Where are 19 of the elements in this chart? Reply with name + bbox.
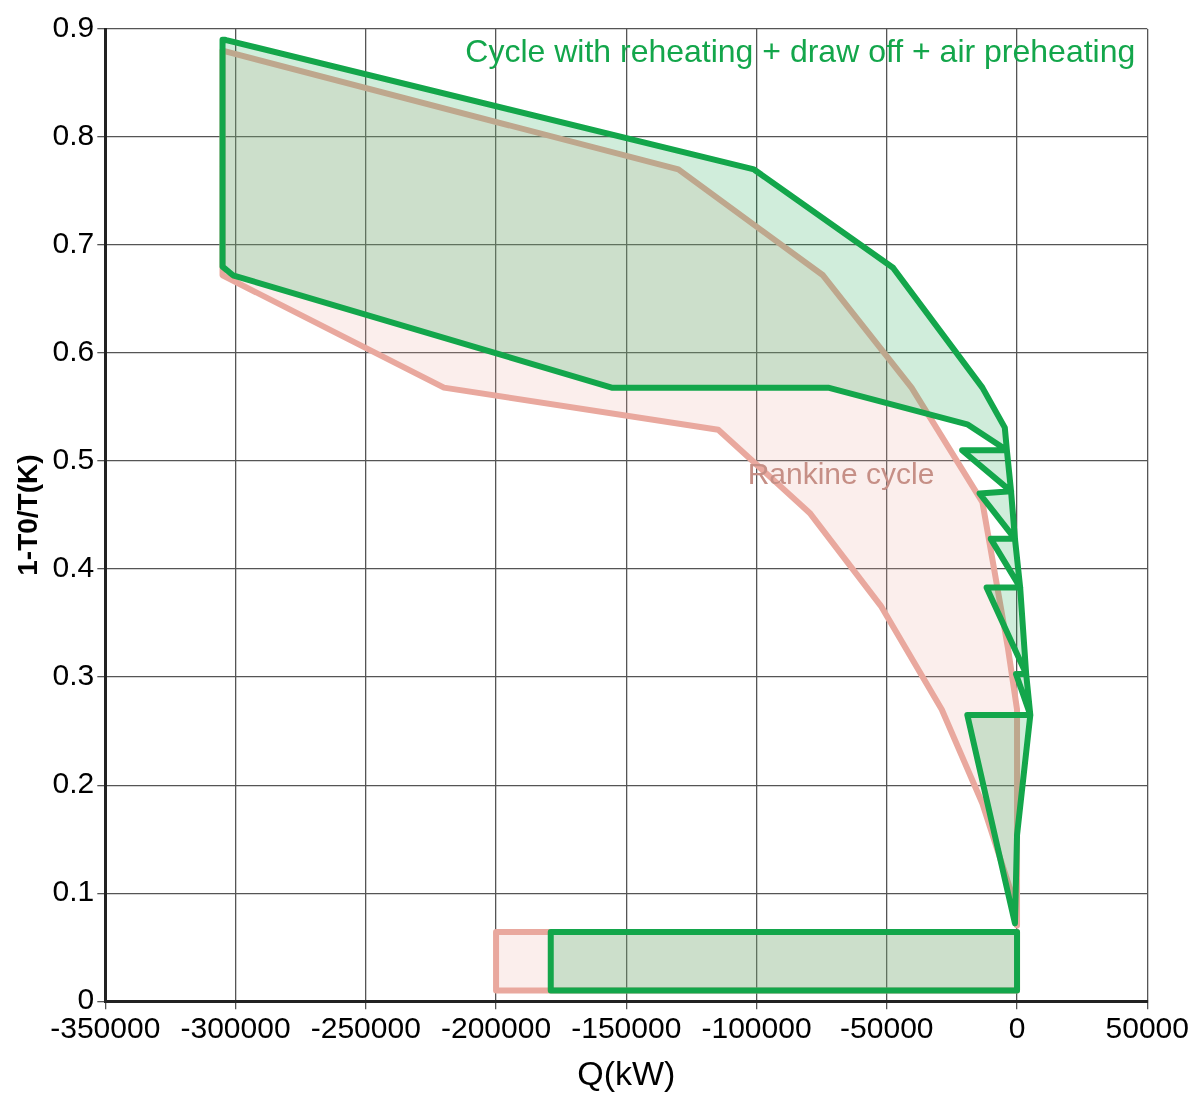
x-tick-label: -50000 <box>840 1011 934 1045</box>
y-tick-label: 0.4 <box>52 550 95 584</box>
y-axis-title: 1-T0/T(K) <box>11 454 43 576</box>
y-tick-label: 0.3 <box>52 658 95 692</box>
y-tick-label: 0.6 <box>52 334 95 368</box>
x-tick-label: 0 <box>1008 1011 1026 1045</box>
x-axis-title: Q(kW) <box>577 1053 676 1092</box>
y-tick-label: 0.1 <box>52 874 95 908</box>
x-tick-label: 50000 <box>1105 1011 1190 1045</box>
y-tick-label: 0.2 <box>52 766 95 800</box>
x-tick-label: -250000 <box>310 1011 421 1045</box>
y-tick-label: 0.7 <box>52 226 95 260</box>
y-tick-label: 0.8 <box>52 118 95 152</box>
x-tick-label: -100000 <box>701 1011 812 1045</box>
x-tick-label: -200000 <box>440 1011 552 1045</box>
y-tick-label: 0.9 <box>52 10 95 44</box>
x-tick-label: -150000 <box>571 1011 682 1045</box>
x-tick-label: -300000 <box>180 1011 291 1045</box>
y-tick-label: 0.5 <box>52 442 95 476</box>
